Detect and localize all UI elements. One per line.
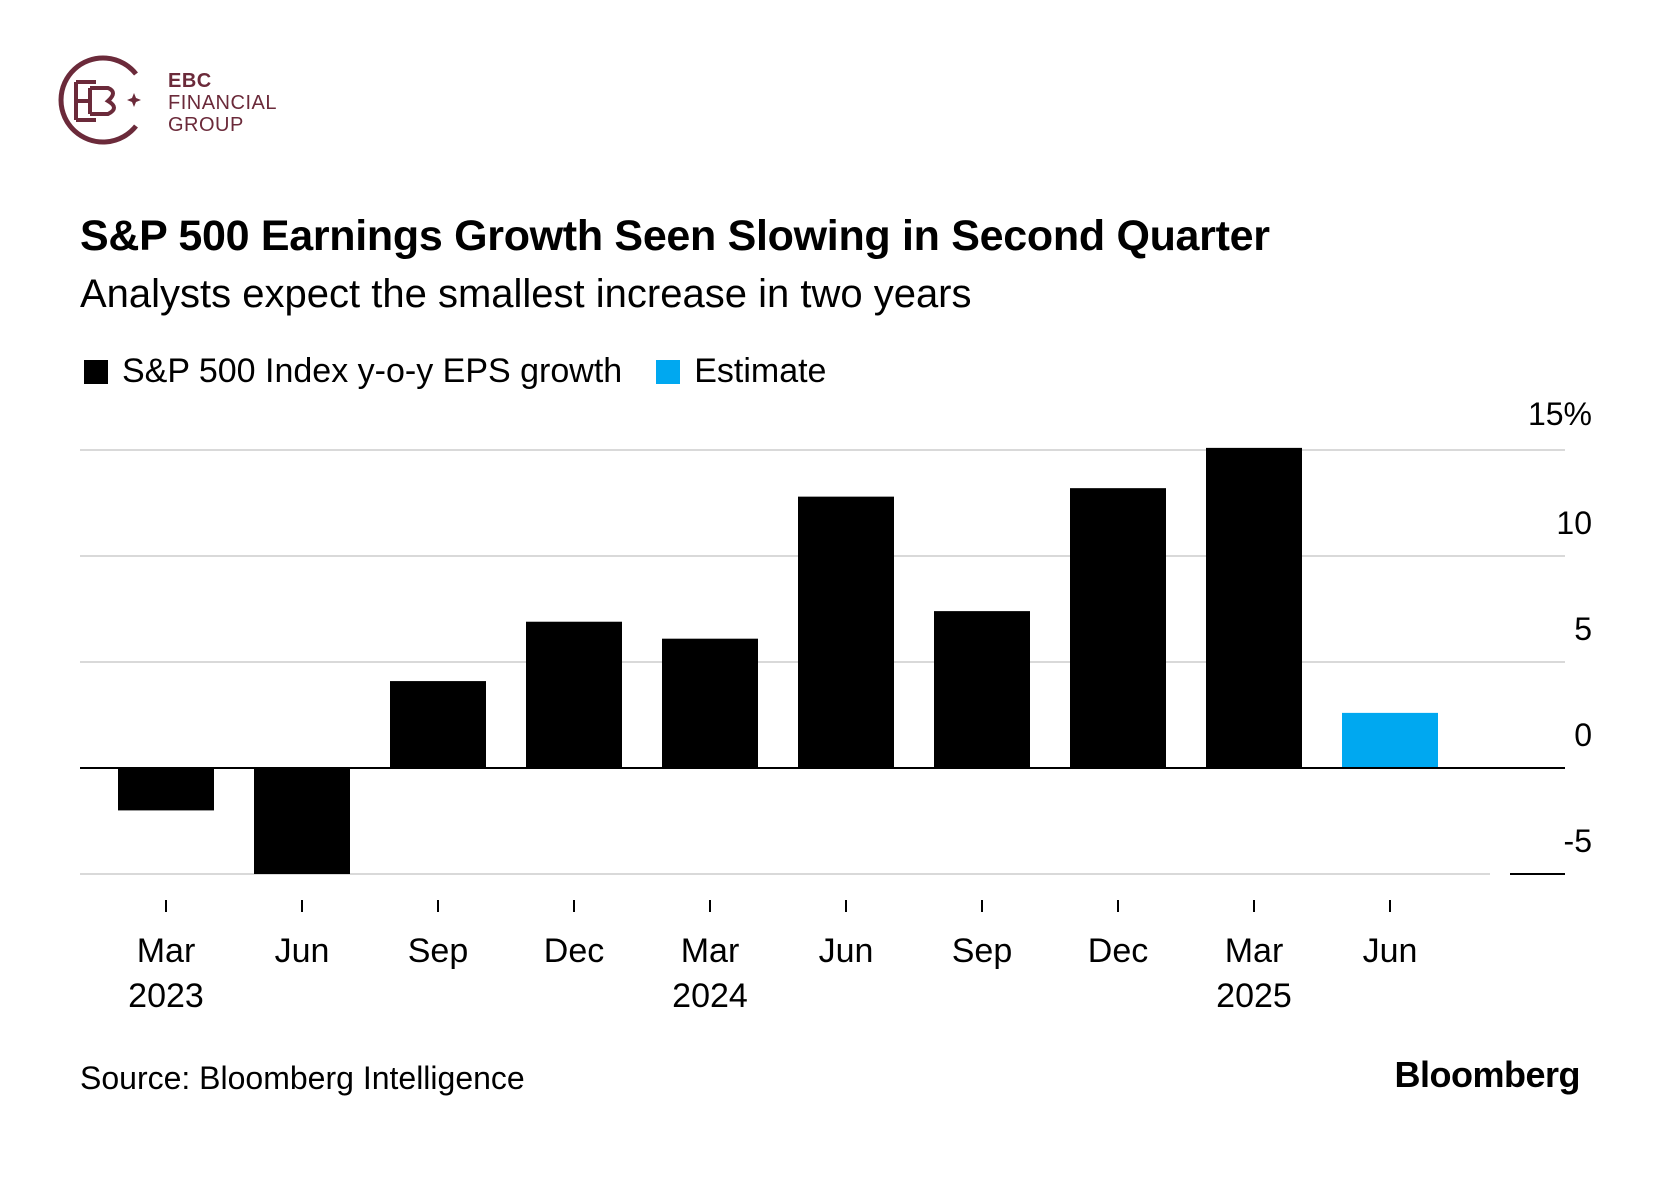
logo-line-3: GROUP: [168, 114, 244, 136]
x-tick-label: Sep: [408, 932, 469, 970]
logo-line-2: FINANCIAL: [168, 92, 277, 114]
legend-swatch-estimate: [656, 359, 681, 384]
x-tick-label: Dec: [1088, 932, 1148, 970]
bar: [934, 611, 1030, 768]
chart-title: S&P 500 Earnings Growth Seen Slowing in …: [80, 212, 1270, 260]
x-tick-label: Mar: [137, 932, 196, 970]
legend-item-estimate: Estimate: [656, 352, 826, 391]
chart-subtitle: Analysts expect the smallest increase in…: [80, 272, 972, 316]
bar: [662, 638, 758, 768]
bar: [118, 768, 214, 811]
x-tick-label: Mar: [1225, 932, 1284, 970]
x-tick-label: Jun: [1363, 932, 1418, 970]
legend: S&P 500 Index y-o-y EPS growth Estimate: [84, 352, 860, 391]
bar: [254, 768, 350, 874]
legend-label-estimate: Estimate: [694, 352, 827, 390]
x-tick-label: Jun: [275, 932, 330, 970]
logo-text: EBC FINANCIAL GROUP: [168, 70, 277, 136]
x-tick-label: Mar: [681, 932, 740, 970]
bar-estimate: [1342, 712, 1438, 768]
ebc-logo: EBC FINANCIAL GROUP: [52, 52, 312, 152]
x-tick-label: Sep: [952, 932, 1013, 970]
legend-item-actual: S&P 500 Index y-o-y EPS growth: [84, 352, 622, 391]
x-year-label: 2025: [1216, 977, 1292, 1015]
y-tick-label: -5: [1564, 823, 1592, 859]
bar: [390, 681, 486, 768]
x-tick-label: Dec: [544, 932, 604, 970]
x-tick-label: Jun: [819, 932, 874, 970]
y-tick-label: 15%: [1528, 396, 1592, 432]
bar: [1070, 488, 1166, 768]
bar: [1206, 447, 1302, 768]
y-tick-label: 0: [1574, 717, 1592, 753]
x-year-label: 2023: [128, 977, 204, 1015]
x-year-label: 2024: [672, 977, 748, 1015]
ebc-monogram-icon: [58, 55, 141, 145]
bloomberg-brand: Bloomberg: [1394, 1054, 1580, 1095]
legend-label-actual: S&P 500 Index y-o-y EPS growth: [122, 352, 623, 390]
y-tick-label: 5: [1574, 611, 1592, 647]
bar: [526, 621, 622, 768]
source-note: Source: Bloomberg Intelligence: [80, 1060, 525, 1096]
legend-swatch-actual: [84, 359, 108, 384]
bar: [798, 496, 894, 768]
y-tick-label: 10: [1556, 505, 1592, 541]
logo-line-1: EBC: [168, 70, 212, 92]
